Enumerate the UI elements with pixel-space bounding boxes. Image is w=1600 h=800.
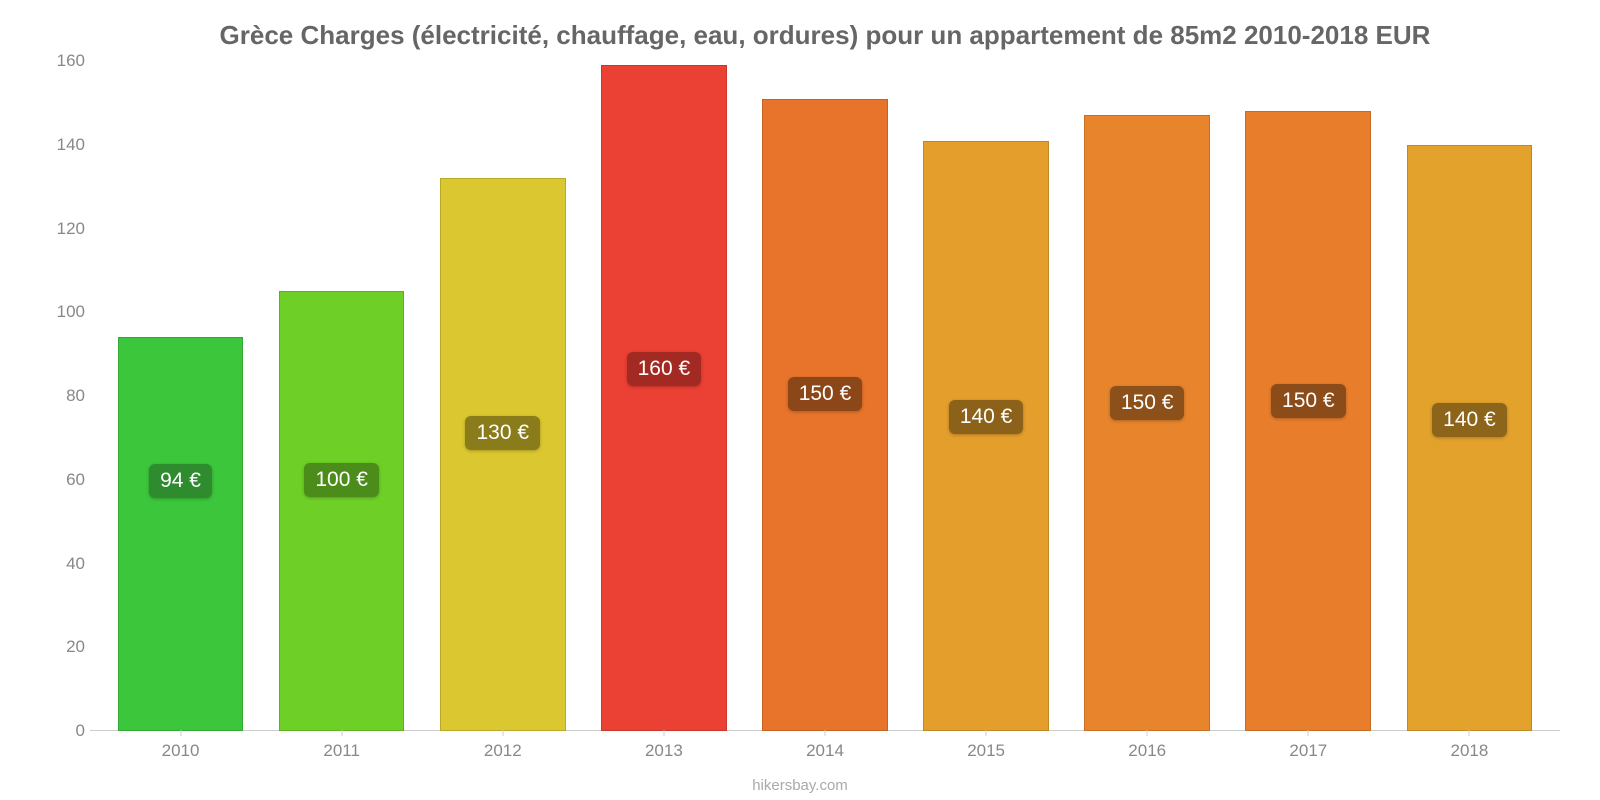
- bar-slot: 100 €: [261, 61, 422, 731]
- y-tick-label: 140: [57, 135, 85, 155]
- bar: 150 €: [762, 99, 888, 731]
- plot-area: 020406080100120140160 94 €100 €130 €160 …: [90, 61, 1560, 731]
- x-tick-label: 2018: [1389, 733, 1550, 761]
- x-tick-mark: [180, 730, 181, 736]
- x-tick-label: 2014: [744, 733, 905, 761]
- y-axis: 020406080100120140160: [40, 61, 85, 731]
- x-tick: 2011: [261, 733, 422, 761]
- x-tick: 2014: [744, 733, 905, 761]
- x-tick: 2012: [422, 733, 583, 761]
- y-tick-label: 0: [76, 721, 85, 741]
- bar-slot: 150 €: [1228, 61, 1389, 731]
- bar-slot: 130 €: [422, 61, 583, 731]
- chart-title: Grèce Charges (électricité, chauffage, e…: [90, 20, 1560, 51]
- x-tick-mark: [1308, 730, 1309, 736]
- y-tick-label: 120: [57, 219, 85, 239]
- y-tick-label: 40: [66, 554, 85, 574]
- bar: 130 €: [440, 178, 566, 731]
- bar-value-label: 100 €: [304, 463, 379, 497]
- bar-value-label: 140 €: [1432, 403, 1507, 437]
- x-tick-label: 2010: [100, 733, 261, 761]
- bar-value-label: 130 €: [465, 416, 540, 450]
- x-tick-mark: [663, 730, 664, 736]
- bar-value-label: 140 €: [949, 400, 1024, 434]
- x-tick: 2010: [100, 733, 261, 761]
- x-tick-mark: [1469, 730, 1470, 736]
- source-label: hikersbay.com: [0, 777, 1600, 794]
- x-tick: 2016: [1067, 733, 1228, 761]
- bar-slot: 94 €: [100, 61, 261, 731]
- bar-slot: 150 €: [744, 61, 905, 731]
- bars-group: 94 € 100 € 130 € 160 € 150 € 140 € 150 € 150 € 1…: [90, 61, 1560, 731]
- y-tick-label: 60: [66, 470, 85, 490]
- bar-value-label: 94 €: [149, 464, 212, 498]
- bar: 150 €: [1245, 111, 1371, 731]
- y-tick-label: 80: [66, 386, 85, 406]
- x-tick-label: 2016: [1067, 733, 1228, 761]
- bar-slot: 160 €: [583, 61, 744, 731]
- x-tick-label: 2013: [583, 733, 744, 761]
- bar-value-label: 160 €: [627, 352, 702, 386]
- x-tick-label: 2011: [261, 733, 422, 761]
- x-tick-mark: [502, 730, 503, 736]
- x-tick: 2017: [1228, 733, 1389, 761]
- y-tick-label: 20: [66, 637, 85, 657]
- x-tick: 2015: [906, 733, 1067, 761]
- x-tick-mark: [341, 730, 342, 736]
- bar: 94 €: [118, 337, 244, 731]
- x-tick: 2013: [583, 733, 744, 761]
- bar-slot: 140 €: [906, 61, 1067, 731]
- y-tick-label: 100: [57, 302, 85, 322]
- x-tick-mark: [1147, 730, 1148, 736]
- x-tick: 2018: [1389, 733, 1550, 761]
- bar: 150 €: [1084, 115, 1210, 731]
- x-tick-label: 2017: [1228, 733, 1389, 761]
- bar-value-label: 150 €: [1110, 386, 1185, 420]
- bar: 160 €: [601, 65, 727, 731]
- bar-value-label: 150 €: [1271, 384, 1346, 418]
- chart-container: Grèce Charges (électricité, chauffage, e…: [0, 0, 1600, 800]
- x-axis: 201020112012201320142015201620172018: [90, 733, 1560, 761]
- y-tick-label: 160: [57, 51, 85, 71]
- bar: 100 €: [279, 291, 405, 731]
- bar-slot: 140 €: [1389, 61, 1550, 731]
- bar: 140 €: [923, 141, 1049, 731]
- x-tick-mark: [986, 730, 987, 736]
- bar: 140 €: [1407, 145, 1533, 731]
- x-tick-label: 2012: [422, 733, 583, 761]
- x-tick-mark: [824, 730, 825, 736]
- bar-value-label: 150 €: [788, 377, 863, 411]
- bar-slot: 150 €: [1067, 61, 1228, 731]
- x-tick-label: 2015: [906, 733, 1067, 761]
